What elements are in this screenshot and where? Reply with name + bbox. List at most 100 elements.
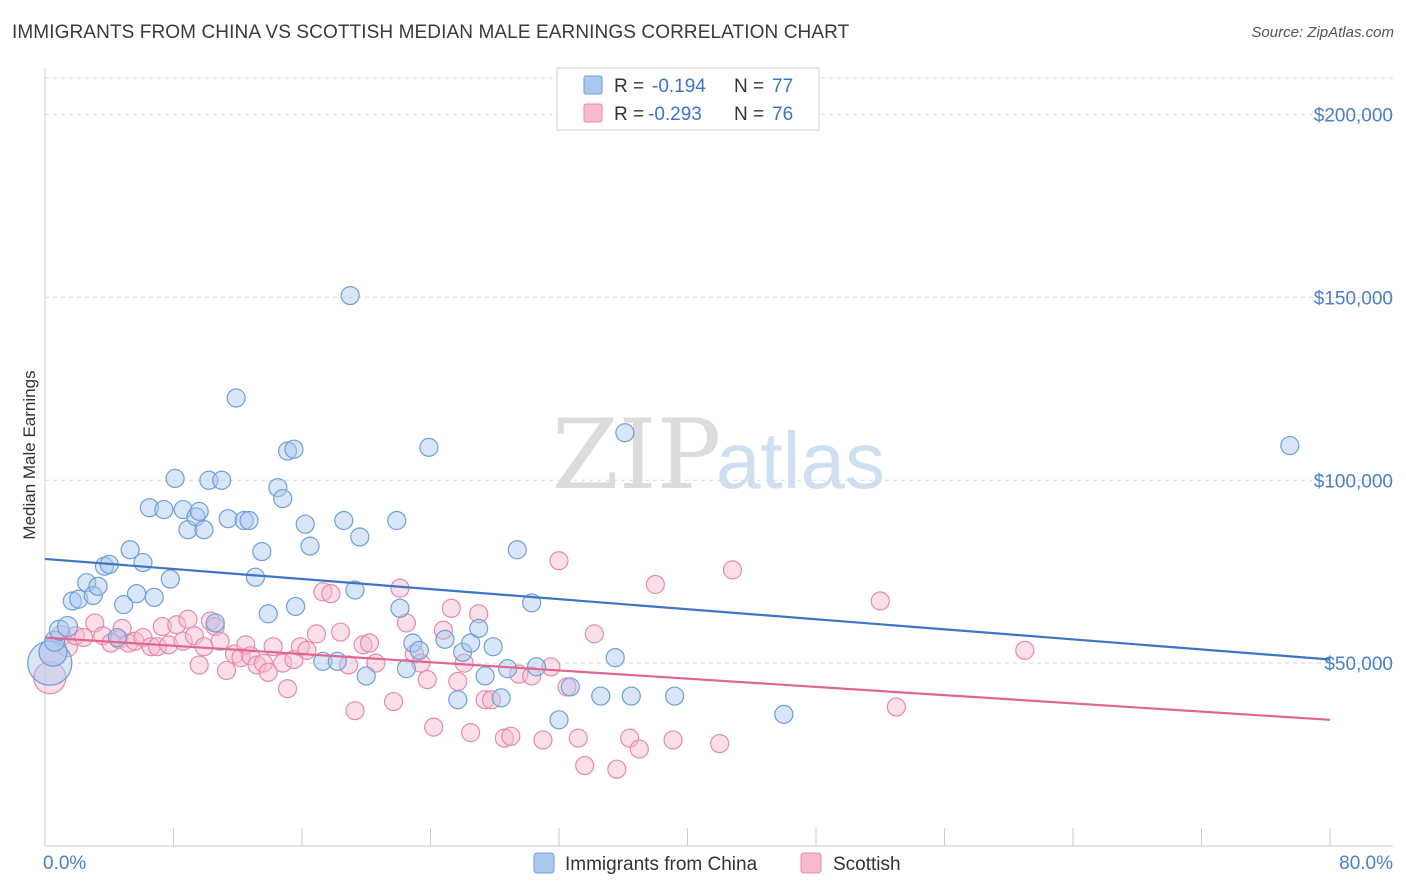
china-point <box>114 595 134 615</box>
china-point <box>396 659 417 679</box>
scot-point <box>258 662 278 682</box>
scot-point <box>710 733 730 754</box>
china-point <box>300 536 320 556</box>
china-point <box>62 591 82 611</box>
scot-point <box>231 648 251 668</box>
legend-china-n-value: 77 <box>772 76 793 97</box>
china-point <box>334 510 354 531</box>
scot-point <box>663 730 683 750</box>
bottom-legend-scot-swatch[interactable] <box>800 852 822 874</box>
china-point <box>252 541 272 562</box>
china-point <box>69 589 89 609</box>
china-point <box>107 627 127 648</box>
china-point <box>268 478 288 498</box>
scot-point <box>870 591 890 611</box>
scot-point <box>475 690 495 710</box>
bottom-legend-china-swatch[interactable] <box>533 852 555 874</box>
scot-point <box>886 697 906 717</box>
legend-scot-r-label: R = <box>614 104 644 125</box>
china-point <box>194 520 214 540</box>
china-point <box>126 584 147 604</box>
scot-point <box>247 655 267 675</box>
legend-china-r-value: -0.194 <box>652 76 706 97</box>
scot-point <box>189 655 209 675</box>
legend-scot-r-value: -0.293 <box>648 104 702 125</box>
china-point <box>313 651 333 671</box>
source-prefix: Source: <box>1251 24 1308 41</box>
china-point <box>665 686 685 706</box>
china-point <box>448 690 468 710</box>
china-point <box>144 587 164 607</box>
china-point <box>273 488 293 509</box>
china-point <box>154 499 174 520</box>
china-point <box>189 501 209 521</box>
chart-title: IMMIGRANTS FROM CHINA VS SCOTTISH MEDIAN… <box>12 22 850 43</box>
scot-point <box>1015 640 1035 660</box>
scot-point <box>277 679 298 699</box>
china-point <box>621 686 641 706</box>
china-point <box>258 604 278 624</box>
china-point <box>245 567 266 587</box>
china-point <box>560 677 580 697</box>
legend-scot-swatch <box>583 103 603 123</box>
source-link[interactable]: ZipAtlas.com <box>1307 24 1394 41</box>
scot-point <box>290 637 310 657</box>
scot-point <box>345 701 365 721</box>
china-point <box>469 618 489 639</box>
scot-point <box>501 726 521 746</box>
china-point <box>295 514 315 534</box>
y-tick-label: $100,000 <box>1314 471 1393 492</box>
china-point <box>284 439 304 459</box>
china-point <box>435 629 455 649</box>
china-point <box>212 470 232 490</box>
y-tick-labels: $50,000 $100,000 $150,000 $200,000 <box>1314 106 1393 676</box>
y-tick-label: $200,000 <box>1314 106 1393 127</box>
scot-point <box>330 622 351 642</box>
scot-point <box>424 717 444 737</box>
china-point <box>390 598 410 618</box>
china-point <box>56 615 79 638</box>
china-point <box>44 630 66 652</box>
china-point <box>461 633 481 653</box>
legend-china-swatch <box>583 75 603 95</box>
scot-point <box>321 584 341 604</box>
scot-point <box>178 609 198 629</box>
scot-point <box>359 633 380 653</box>
china-point <box>403 633 423 653</box>
scot-point <box>313 582 333 602</box>
series-legend: Immigrants from China Scottish <box>533 852 901 875</box>
y-tick-label: $50,000 <box>1324 654 1393 675</box>
china-point <box>139 498 160 518</box>
china-point <box>605 648 625 668</box>
scot-point <box>461 723 481 743</box>
scot-point <box>441 598 461 618</box>
scot-point <box>584 624 604 644</box>
scot-point <box>620 728 640 748</box>
china-point <box>526 657 547 677</box>
china-point <box>1280 435 1300 456</box>
china-point <box>409 640 429 660</box>
y-tick-label: $150,000 <box>1314 288 1393 309</box>
correlation-legend: R = -0.194 N = 77 R = -0.293 N = 76 <box>556 67 820 131</box>
legend-scot-n-label: N = <box>734 104 764 125</box>
china-point <box>133 552 153 573</box>
scot-point <box>306 624 327 644</box>
scot-point <box>297 640 317 660</box>
china-point <box>165 468 185 489</box>
legend-scot-n-value: 76 <box>772 104 793 125</box>
scottish-points <box>33 551 1035 779</box>
scot-point <box>629 739 649 759</box>
bottom-legend-china-label[interactable]: Immigrants from China <box>565 854 758 875</box>
china-point <box>345 580 365 600</box>
china-point <box>83 585 103 606</box>
scot-point <box>549 551 569 571</box>
bottom-legend-scot-label[interactable]: Scottish <box>833 854 901 875</box>
y-axis-label: Median Male Earnings <box>20 370 39 539</box>
china-point <box>419 437 439 457</box>
china-point <box>774 704 794 724</box>
scot-point <box>533 730 553 750</box>
china-point <box>226 388 246 408</box>
china-point <box>234 510 254 531</box>
scot-point <box>417 669 437 690</box>
